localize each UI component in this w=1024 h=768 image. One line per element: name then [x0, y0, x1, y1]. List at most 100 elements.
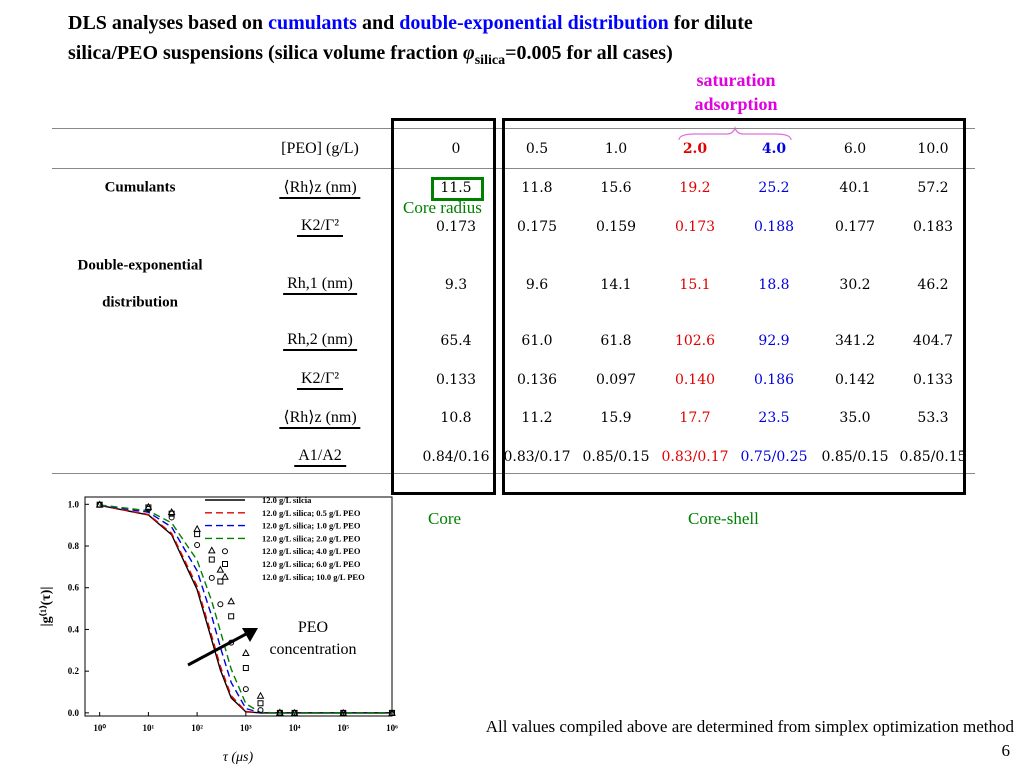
- marker: [339, 708, 348, 716]
- cell: 0.142: [834, 372, 876, 388]
- core-label: Core: [428, 509, 462, 528]
- marker: [257, 707, 264, 714]
- cell: 9.6: [525, 277, 549, 293]
- x-tick-label: 10¹: [143, 723, 155, 733]
- cell: 0.177: [834, 219, 876, 235]
- x-tick-label: 10⁴: [289, 723, 301, 733]
- marker: [95, 500, 104, 508]
- cell: 61.8: [600, 333, 632, 349]
- cell: 0.85/0.15: [899, 449, 967, 465]
- legend-label: 12.0 g/L silica; 0.5 g/L PEO: [262, 508, 361, 518]
- cell: 15.1: [679, 277, 711, 293]
- cell: 0.133: [912, 372, 954, 388]
- plot-frame: [84, 496, 393, 717]
- rule: [52, 128, 975, 129]
- marker: [217, 601, 224, 608]
- core-radius-label: Core radius: [403, 198, 482, 217]
- cell: 61.0: [521, 333, 553, 349]
- legend-label: 12.0 g/L silica; 6.0 g/L PEO: [262, 559, 361, 569]
- cell: 30.2: [839, 277, 871, 293]
- marker: [207, 546, 216, 554]
- marker: [194, 541, 201, 548]
- header-cell: 2.0: [682, 141, 708, 157]
- marker: [208, 574, 215, 581]
- peo-note: PEO concentration: [258, 617, 368, 661]
- header-cell: 10.0: [917, 141, 949, 157]
- marker: [388, 708, 396, 716]
- page-number: 6: [1001, 741, 1011, 760]
- cell: 57.2: [917, 180, 949, 196]
- marker: [193, 524, 201, 532]
- group-label: distribution: [102, 294, 178, 311]
- cell: 17.7: [679, 410, 711, 426]
- marker: [257, 700, 264, 707]
- title-part: silica: [474, 53, 506, 68]
- marker: [216, 565, 225, 573]
- x-tick-label: 10⁰: [93, 723, 106, 733]
- note-line: saturation: [696, 70, 776, 90]
- arrow: [187, 631, 249, 667]
- core-shell-box: [502, 118, 966, 495]
- title-part: and: [356, 12, 400, 34]
- group-label: Double-exponential: [77, 257, 203, 274]
- marker: [208, 556, 215, 563]
- title-part: φ: [463, 42, 475, 64]
- line: [99, 504, 392, 714]
- cell: 102.6: [674, 333, 716, 349]
- legend-symbol: [221, 572, 229, 580]
- y-tick-label: 0.0: [68, 708, 80, 718]
- cell: 11.2: [521, 410, 553, 426]
- row-label: ⟨Rh⟩z (nm): [279, 177, 361, 199]
- row-label: K2/Γ²: [296, 217, 344, 237]
- row-label: A1/A2: [294, 447, 346, 467]
- marker: [144, 502, 153, 510]
- marker: [228, 613, 235, 620]
- x-tick-label: 10⁵: [337, 723, 349, 733]
- legend-label: 12.0 g/L silica; 1.0 g/L PEO: [262, 521, 361, 531]
- note-line: concentration: [269, 641, 357, 658]
- cell: 15.9: [600, 410, 632, 426]
- marker: [194, 531, 201, 538]
- y-tick-label: 0.6: [68, 583, 80, 593]
- header-cell: 6.0: [843, 141, 867, 157]
- marker: [242, 686, 249, 693]
- cell: 9.3: [444, 277, 468, 293]
- title-part: for dilute: [668, 12, 753, 34]
- legend-label: 12.0 g/L silica; 2.0 g/L PEO: [262, 533, 361, 543]
- note-line: adsorption: [694, 94, 778, 114]
- cell: 0.097: [595, 372, 637, 388]
- arrow-head: [242, 628, 258, 642]
- marker: [256, 691, 265, 699]
- cell: 19.2: [679, 180, 711, 196]
- cell: 0.85/0.15: [582, 449, 650, 465]
- cell: 0.173: [674, 219, 716, 235]
- marker: [217, 578, 224, 585]
- cell: 0.83/0.17: [661, 449, 729, 465]
- y-tick-label: 0.2: [68, 666, 80, 676]
- note-line: PEO: [297, 619, 329, 636]
- title-part: double-exponential distribution: [399, 12, 669, 34]
- legend-label: 12.0 g/L silica; 4.0 g/L PEO: [262, 546, 361, 556]
- header-cell: 1.0: [604, 141, 628, 157]
- chart: 0.0 0.2 0.4 0.6 0.8 1.0 10⁰ 10¹ 10² 10³ 10⁴ 10⁵ 10⁶ τ…: [39, 495, 398, 765]
- core-box: [391, 118, 496, 495]
- cell: 40.1: [839, 180, 871, 196]
- row-label: ⟨Rh⟩z (nm): [279, 407, 361, 429]
- cell: 10.8: [440, 410, 472, 426]
- cell: 65.4: [440, 333, 472, 349]
- x-tick-label: 10²: [191, 723, 203, 733]
- cell: 0.173: [435, 219, 477, 235]
- cell: 23.5: [758, 410, 790, 426]
- header-cell: 0: [451, 141, 461, 157]
- cell: 0.140: [674, 372, 716, 388]
- title: DLS analyses based on cumulants and doub…: [68, 8, 753, 76]
- cell: 11.5: [440, 180, 472, 196]
- title-part: cumulants: [268, 12, 357, 34]
- marker: [290, 708, 299, 716]
- cell: 0.75/0.25: [740, 449, 808, 465]
- cell: 25.2: [758, 180, 790, 196]
- title-part: =0.005 for all cases): [505, 42, 673, 64]
- cell: 0.133: [435, 372, 477, 388]
- legend-symbol: [222, 548, 228, 555]
